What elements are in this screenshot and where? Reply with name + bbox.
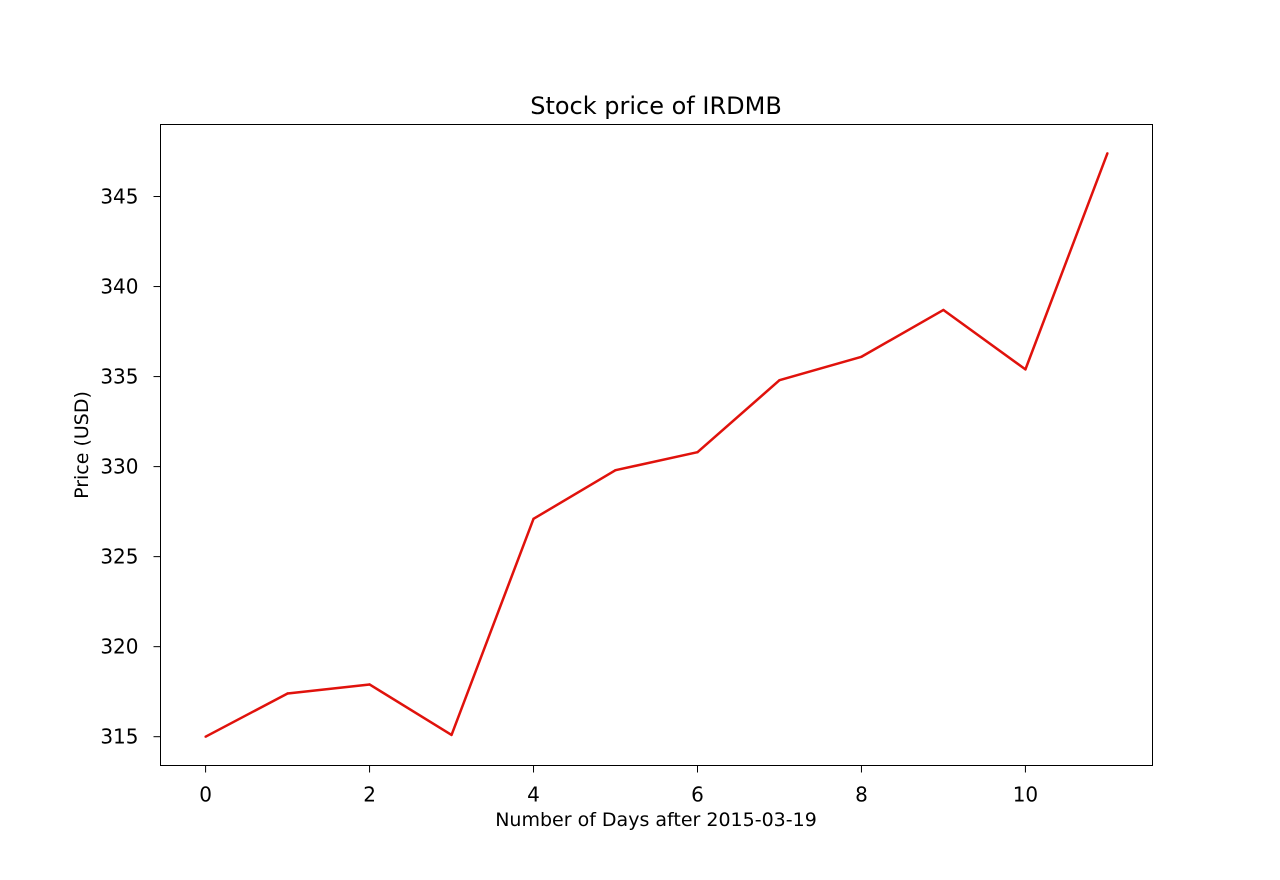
y-tick-label: 330 [100, 455, 138, 479]
x-tick-label: 6 [691, 783, 704, 807]
chart-title: Stock price of IRDMB [530, 92, 782, 120]
data-point [368, 683, 371, 686]
data-point [1024, 368, 1027, 371]
y-tick-label: 320 [100, 635, 138, 659]
data-point [286, 692, 289, 695]
y-tick-label: 315 [100, 725, 138, 749]
plot-frame [160, 124, 1153, 766]
data-point [696, 451, 699, 454]
y-axis: 315 320 325 330 335 340 345 [100, 185, 161, 749]
y-tick-label: 335 [100, 365, 138, 389]
data-point [1106, 152, 1109, 155]
x-tick-label: 0 [199, 783, 212, 807]
y-tick-label: 340 [100, 275, 138, 299]
data-point [532, 517, 535, 521]
data-point [860, 355, 863, 358]
data-point [942, 308, 945, 312]
data-point [450, 733, 453, 737]
x-tick-label: 4 [527, 783, 540, 807]
x-tick-label: 8 [855, 783, 868, 807]
x-tick-label: 2 [363, 783, 376, 807]
x-axis: 0 2 4 6 8 10 [199, 765, 1038, 807]
series-line [205, 152, 1109, 738]
x-axis-label: Number of Days after 2015-03-19 [495, 809, 817, 831]
y-axis-label: Price (USD) [71, 391, 93, 499]
data-point [614, 469, 617, 472]
y-tick-label: 345 [100, 185, 138, 209]
x-tick-label: 10 [1013, 783, 1038, 807]
data-point [204, 735, 207, 738]
plot-area [204, 152, 1109, 738]
data-point [778, 378, 781, 382]
y-tick-label: 325 [100, 545, 138, 569]
